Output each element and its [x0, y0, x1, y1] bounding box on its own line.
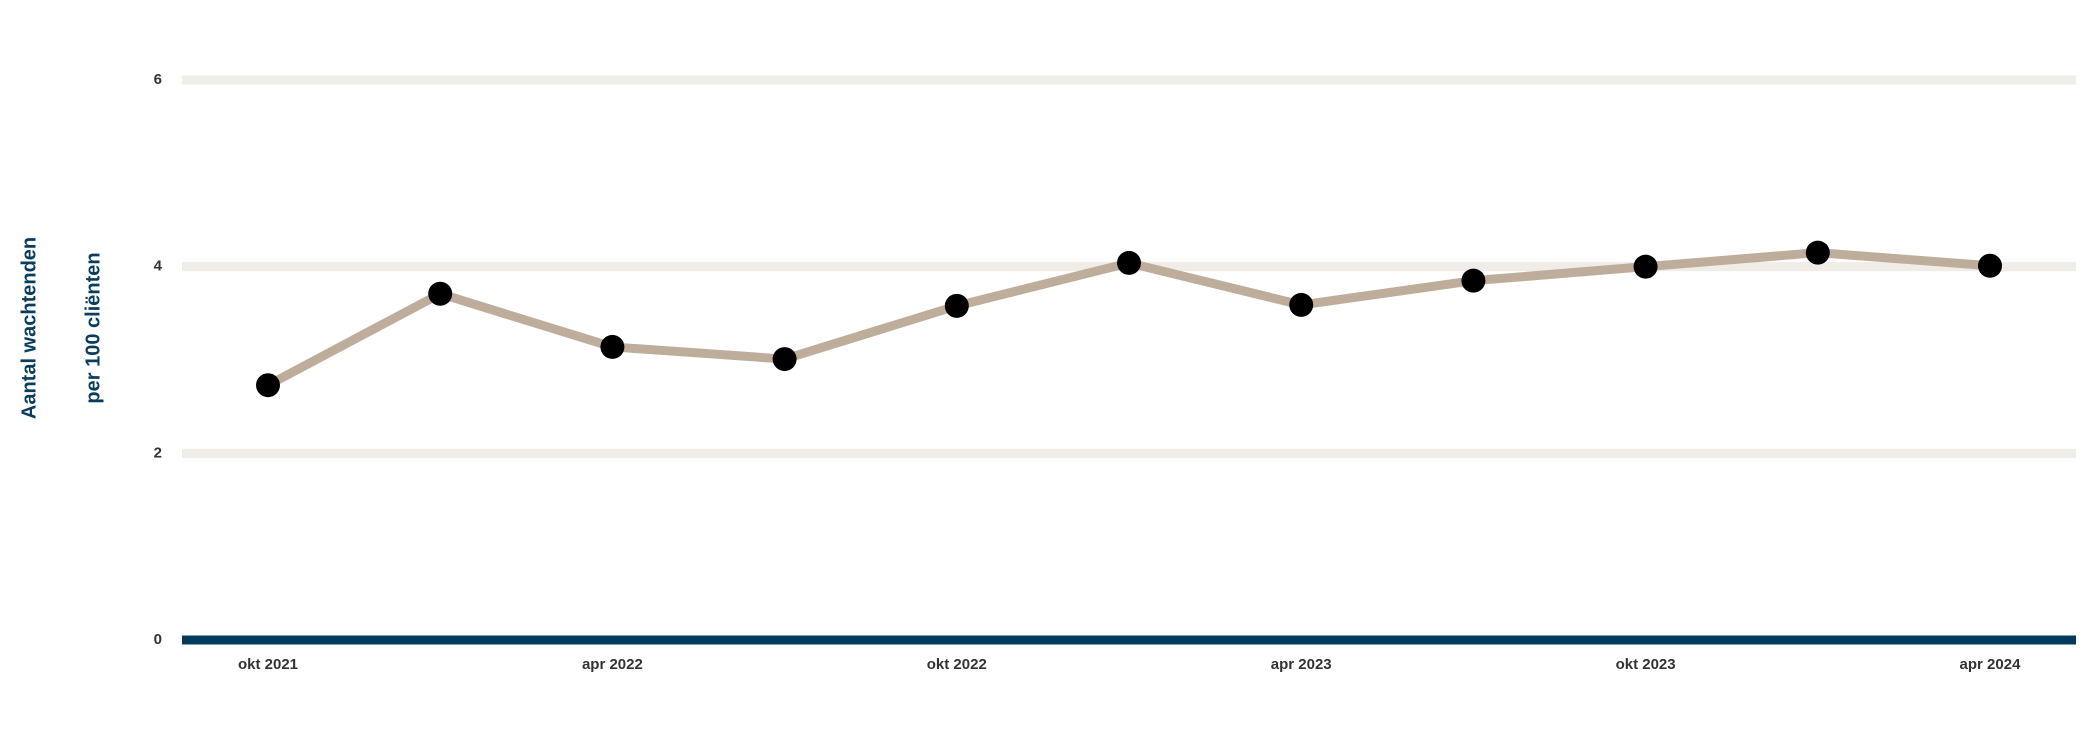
- y-axis-label: Aantal wachtenden: [18, 237, 40, 419]
- y-tick-label: 2: [154, 444, 162, 461]
- y-tick-label: 4: [154, 258, 163, 275]
- point: [600, 334, 625, 359]
- y-tick-label: 0: [154, 631, 162, 648]
- point: [1289, 292, 1314, 317]
- point: [256, 373, 280, 398]
- x-tick-label: okt 2021: [238, 656, 298, 673]
- point: [1461, 268, 1486, 293]
- point: [1633, 254, 1658, 279]
- point: [1805, 240, 1830, 265]
- point: [428, 281, 453, 306]
- x-tick-label: apr 2024: [1960, 656, 2022, 673]
- point: [944, 293, 969, 318]
- point: [1978, 253, 2002, 278]
- x-tick-label: okt 2022: [927, 656, 987, 673]
- y-axis-label: per 100 cliënten: [82, 252, 104, 403]
- x-tick-label: apr 2022: [582, 656, 643, 673]
- y-tick-label: 6: [154, 71, 162, 88]
- point: [772, 347, 797, 372]
- point: [1117, 250, 1141, 275]
- x-tick-label: okt 2023: [1616, 656, 1676, 673]
- x-tick-label: apr 2023: [1271, 656, 1332, 673]
